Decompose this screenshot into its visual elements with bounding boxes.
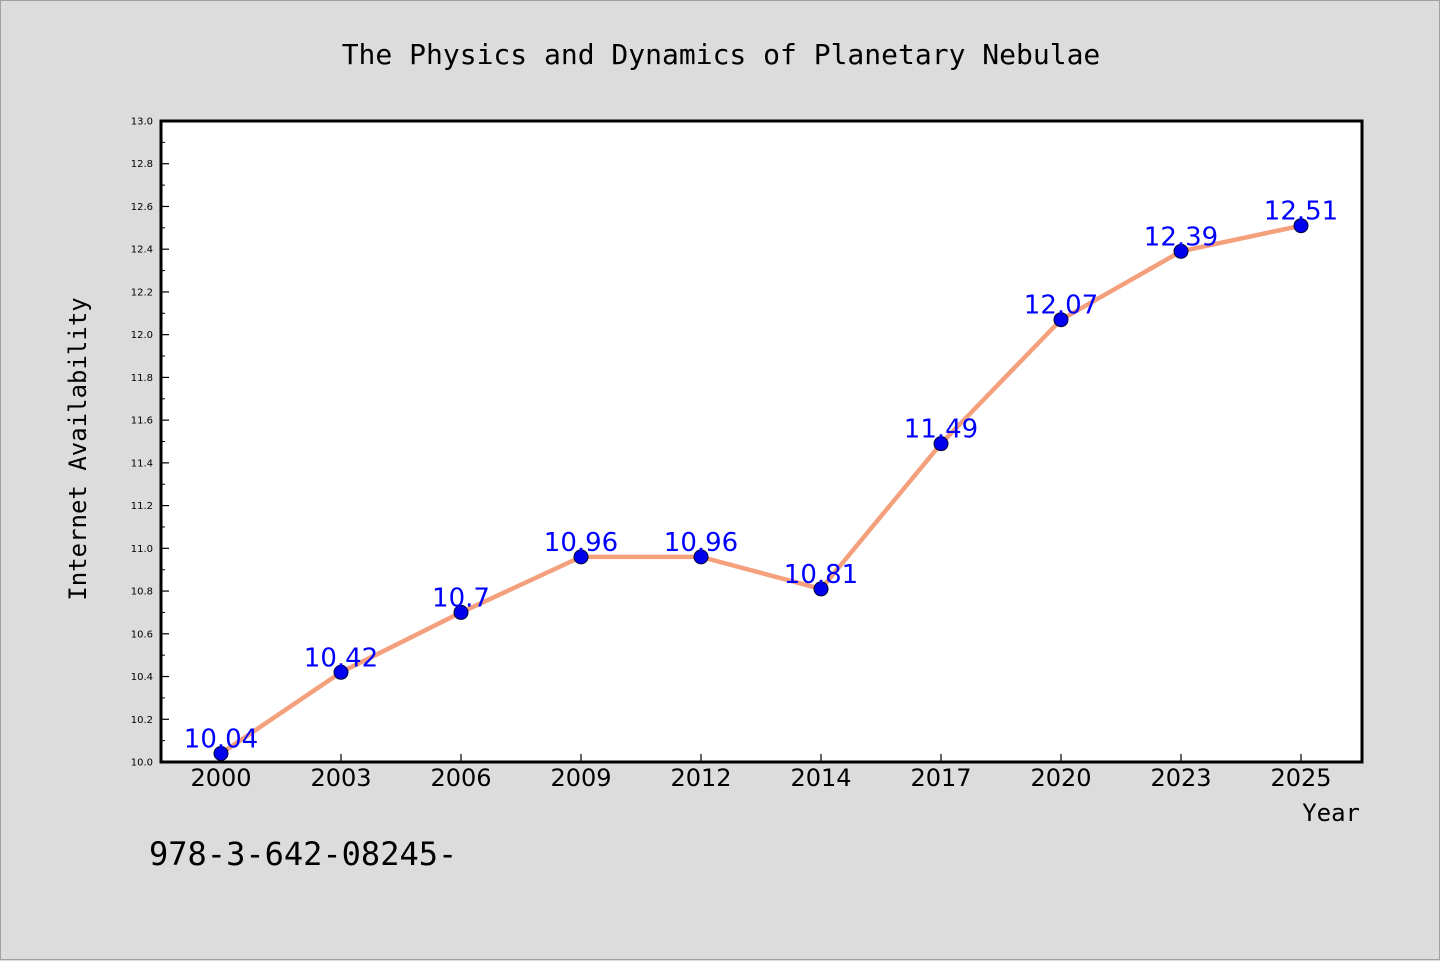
chart-title: The Physics and Dynamics of Planetary Ne… [342,38,1101,71]
data-point [1053,312,1069,328]
data-point [813,581,829,597]
data-label: 11.49 [904,415,978,445]
data-point [1293,218,1309,234]
y-tick-label: 11.6 [131,416,153,427]
x-tick-label: 2000 [190,764,251,792]
y-axis-label: Internet Availability [64,297,92,600]
series-line [213,218,1309,761]
data-label: 12.07 [1024,291,1098,321]
data-point [333,664,349,680]
x-tick-label: 2017 [910,764,971,792]
data-point [693,549,709,565]
data-label: 12.51 [1264,197,1338,227]
y-tick-label: 12.0 [131,330,153,341]
data-label: 10.04 [184,724,258,754]
y-tick-label: 12.2 [131,287,153,298]
x-tick-label: 2023 [1150,764,1211,792]
data-label: 10.96 [544,528,618,558]
y-tick-label: 12.4 [131,245,153,256]
x-tick-label: 2014 [790,764,851,792]
y-tick-label: 11.0 [131,544,153,555]
x-axis: 2000 2003 2006 2009 2012 2014 2017 2020 2023 2025 [190,754,1332,792]
data-point [453,604,469,620]
data-point [933,436,949,452]
y-tick-label: 12.8 [131,159,153,170]
footer-isbn-text: 978-3-642-08245- [149,835,457,873]
data-labels: 10.04 10.42 10.7 10.96 10.96 10.81 11.49 12.07 1… [184,197,1338,755]
y-tick-label: 11.4 [131,458,153,469]
y-tick-label: 10.6 [131,629,153,640]
data-label: 10.81 [784,560,858,590]
plot-area [161,121,1362,762]
data-label: 10.42 [304,643,378,673]
y-tick-label: 11.8 [131,373,153,384]
data-label: 12.39 [1144,222,1218,252]
y-tick-label: 11.2 [131,501,153,512]
x-tick-label: 2012 [670,764,731,792]
y-tick-label: 10.4 [131,672,153,683]
data-label: 10.96 [664,528,738,558]
y-tick-label: 13.0 [131,117,153,128]
plot-border [159,119,1364,764]
y-tick-label: 12.6 [131,202,153,213]
series-polyline [219,223,1302,756]
x-tick-label: 2006 [430,764,491,792]
x-tick-label: 2025 [1270,764,1331,792]
data-point [573,549,589,565]
x-tick-label: 2020 [1030,764,1091,792]
y-tick-label: 10.2 [131,715,153,726]
data-point [1173,243,1189,259]
y-tick-label: 10.8 [131,587,153,598]
y-tick-label: 10.0 [131,758,153,769]
x-axis-label: Year [1302,799,1360,827]
data-point [213,745,229,761]
data-label: 10.7 [432,583,490,613]
x-tick-label: 2009 [550,764,611,792]
x-tick-label: 2003 [310,764,371,792]
